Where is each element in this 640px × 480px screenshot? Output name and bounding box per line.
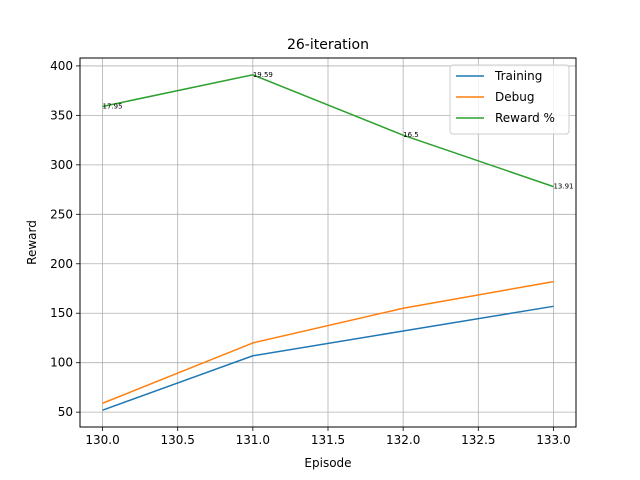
y-tick-label: 50: [58, 405, 73, 419]
series-line-reward: [102, 74, 554, 188]
legend-label: Debug: [495, 90, 534, 104]
series-line-debug: [102, 280, 554, 404]
series-line-training: [102, 305, 554, 411]
plot-lines: [102, 74, 554, 411]
x-tick-label: 132.0: [386, 433, 420, 447]
axis-ticks: 130.0 130.5 131.0 131.5 132.0 132.5 133.0 50 100…: [50, 59, 571, 447]
y-tick-label: 250: [50, 207, 73, 221]
data-label: 16.5: [403, 131, 419, 139]
data-label: 17.95: [103, 102, 123, 110]
x-tick-label: 131.0: [236, 433, 270, 447]
data-label: 19.59: [253, 71, 273, 79]
chart-title: 26-iteration: [287, 37, 369, 53]
y-tick-label: 100: [50, 356, 73, 370]
y-tick-label: 200: [50, 257, 73, 271]
x-tick-label: 130.5: [161, 433, 195, 447]
legend: Training Debug Reward %: [449, 64, 570, 135]
y-axis-title: Reward: [25, 220, 39, 265]
x-tick-label: 130.0: [85, 433, 119, 447]
x-tick-label: 133.0: [536, 433, 570, 447]
x-axis-title: Episode: [304, 456, 351, 470]
data-label: 13.91: [553, 183, 573, 191]
point-labels: 17.95 19.59 16.5 13.91: [103, 71, 574, 191]
y-tick-label: 150: [50, 306, 73, 320]
legend-label: Reward %: [495, 111, 555, 125]
legend-box: [449, 64, 570, 135]
y-tick-label: 400: [50, 59, 73, 73]
y-tick-label: 350: [50, 108, 73, 122]
y-tick-label: 300: [50, 158, 73, 172]
legend-label: Training: [494, 69, 542, 83]
x-tick-label: 132.5: [461, 433, 495, 447]
x-tick-label: 131.5: [311, 433, 345, 447]
